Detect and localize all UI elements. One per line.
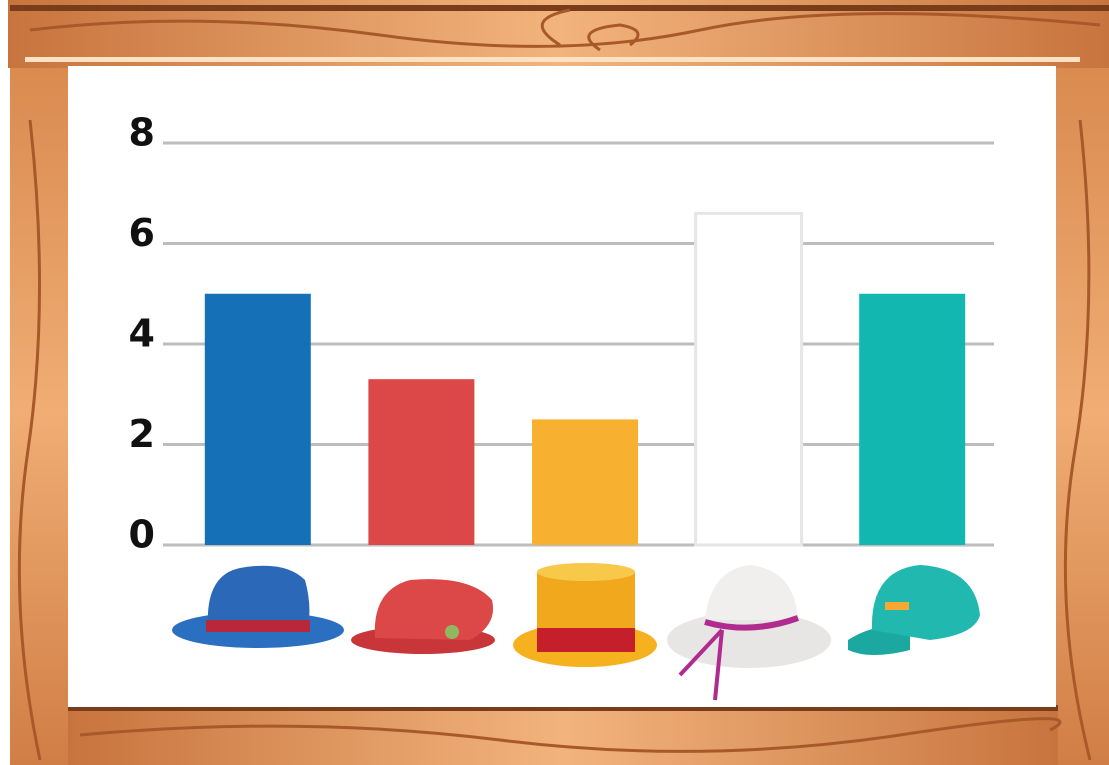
bar [368, 379, 475, 545]
bar [694, 211, 804, 547]
bar [204, 293, 311, 545]
y-tick-label: 4 [129, 312, 155, 356]
hat-icons [172, 563, 980, 701]
bar [859, 293, 966, 545]
y-tick-label: 2 [129, 412, 155, 456]
y-tick-label: 8 [129, 111, 155, 155]
y-tick-label: 0 [129, 513, 155, 557]
bar [532, 419, 638, 545]
y-tick-label: 6 [129, 211, 155, 255]
